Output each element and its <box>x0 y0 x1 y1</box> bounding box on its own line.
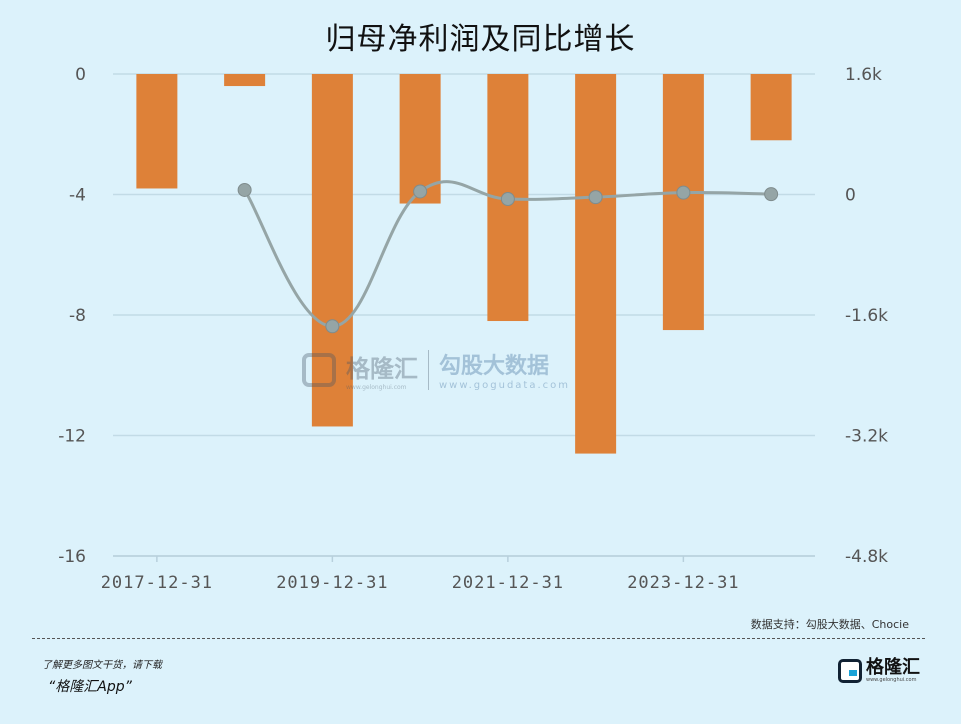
watermark-brand-url: www.gelonghui.com <box>346 383 407 391</box>
watermark: 格隆汇 www.gelonghui.com 勾股大数据 www.gogudata… <box>302 348 570 391</box>
bar <box>750 74 792 141</box>
left-tick-label: -8 <box>69 306 86 326</box>
left-axis-ticks: 0 -4 -8 -12 -16 <box>58 65 86 567</box>
brand-url: www.gelonghui.com <box>866 677 917 683</box>
line-point <box>676 185 691 200</box>
x-axis-ticks: 2017-12-31 2019-12-31 2021-12-31 2023-12-31 <box>101 556 739 593</box>
bar-series <box>136 74 792 454</box>
bar <box>311 74 353 427</box>
line-point <box>413 184 428 199</box>
gridlines <box>113 73 815 557</box>
bar <box>662 74 704 331</box>
right-tick-label: -4.8k <box>845 547 888 567</box>
left-tick-label: -12 <box>58 427 86 447</box>
line-point <box>500 192 515 207</box>
line-point <box>764 187 779 202</box>
promo-line-2: “格隆汇App” <box>48 679 132 695</box>
right-tick-label: -1.6k <box>845 306 888 326</box>
right-tick-label: -3.2k <box>845 427 888 447</box>
right-tick-label: 1.6k <box>845 65 882 85</box>
watermark-separator <box>428 349 429 390</box>
bar <box>399 74 441 204</box>
line-series <box>237 180 779 334</box>
left-tick-label: -16 <box>58 547 86 567</box>
chart-title: 归母净利润及同比增长 <box>325 22 636 57</box>
right-axis-ticks: 1.6k 0 -1.6k -3.2k -4.8k <box>845 65 888 567</box>
watermark-url: www.gogudata.com <box>439 380 571 391</box>
left-tick-label: 0 <box>75 65 86 85</box>
x-tick-label: 2023-12-31 <box>627 573 739 593</box>
bar <box>136 74 178 189</box>
watermark-brand2: 勾股大数据 <box>439 354 550 379</box>
chart: 0 -4 -8 -12 -16 1.6k 0 -1.6k -3.2k -4.8k 2017-12… <box>58 65 888 593</box>
line-point <box>325 319 340 334</box>
bar <box>224 74 266 87</box>
x-tick-label: 2021-12-31 <box>452 573 564 593</box>
right-tick-label: 0 <box>845 186 856 206</box>
brand-g-icon <box>838 659 862 683</box>
watermark-brand: 格隆汇 <box>346 354 418 383</box>
source-note: 数据支持：勾股大数据、Chocie <box>750 618 909 631</box>
brand-name: 格隆汇 <box>866 657 920 678</box>
divider <box>32 638 925 639</box>
brand-logo[interactable]: 格隆汇 www.gelonghui.com <box>838 656 920 686</box>
x-tick-label: 2017-12-31 <box>101 573 213 593</box>
bar <box>575 74 617 454</box>
line-point <box>588 190 603 205</box>
promo-line-1: 了解更多图文干货，请下载 <box>42 660 162 671</box>
x-tick-label: 2019-12-31 <box>276 573 388 593</box>
line-point <box>237 182 252 197</box>
left-tick-label: -4 <box>69 186 86 206</box>
watermark-logo-icon <box>302 352 336 387</box>
